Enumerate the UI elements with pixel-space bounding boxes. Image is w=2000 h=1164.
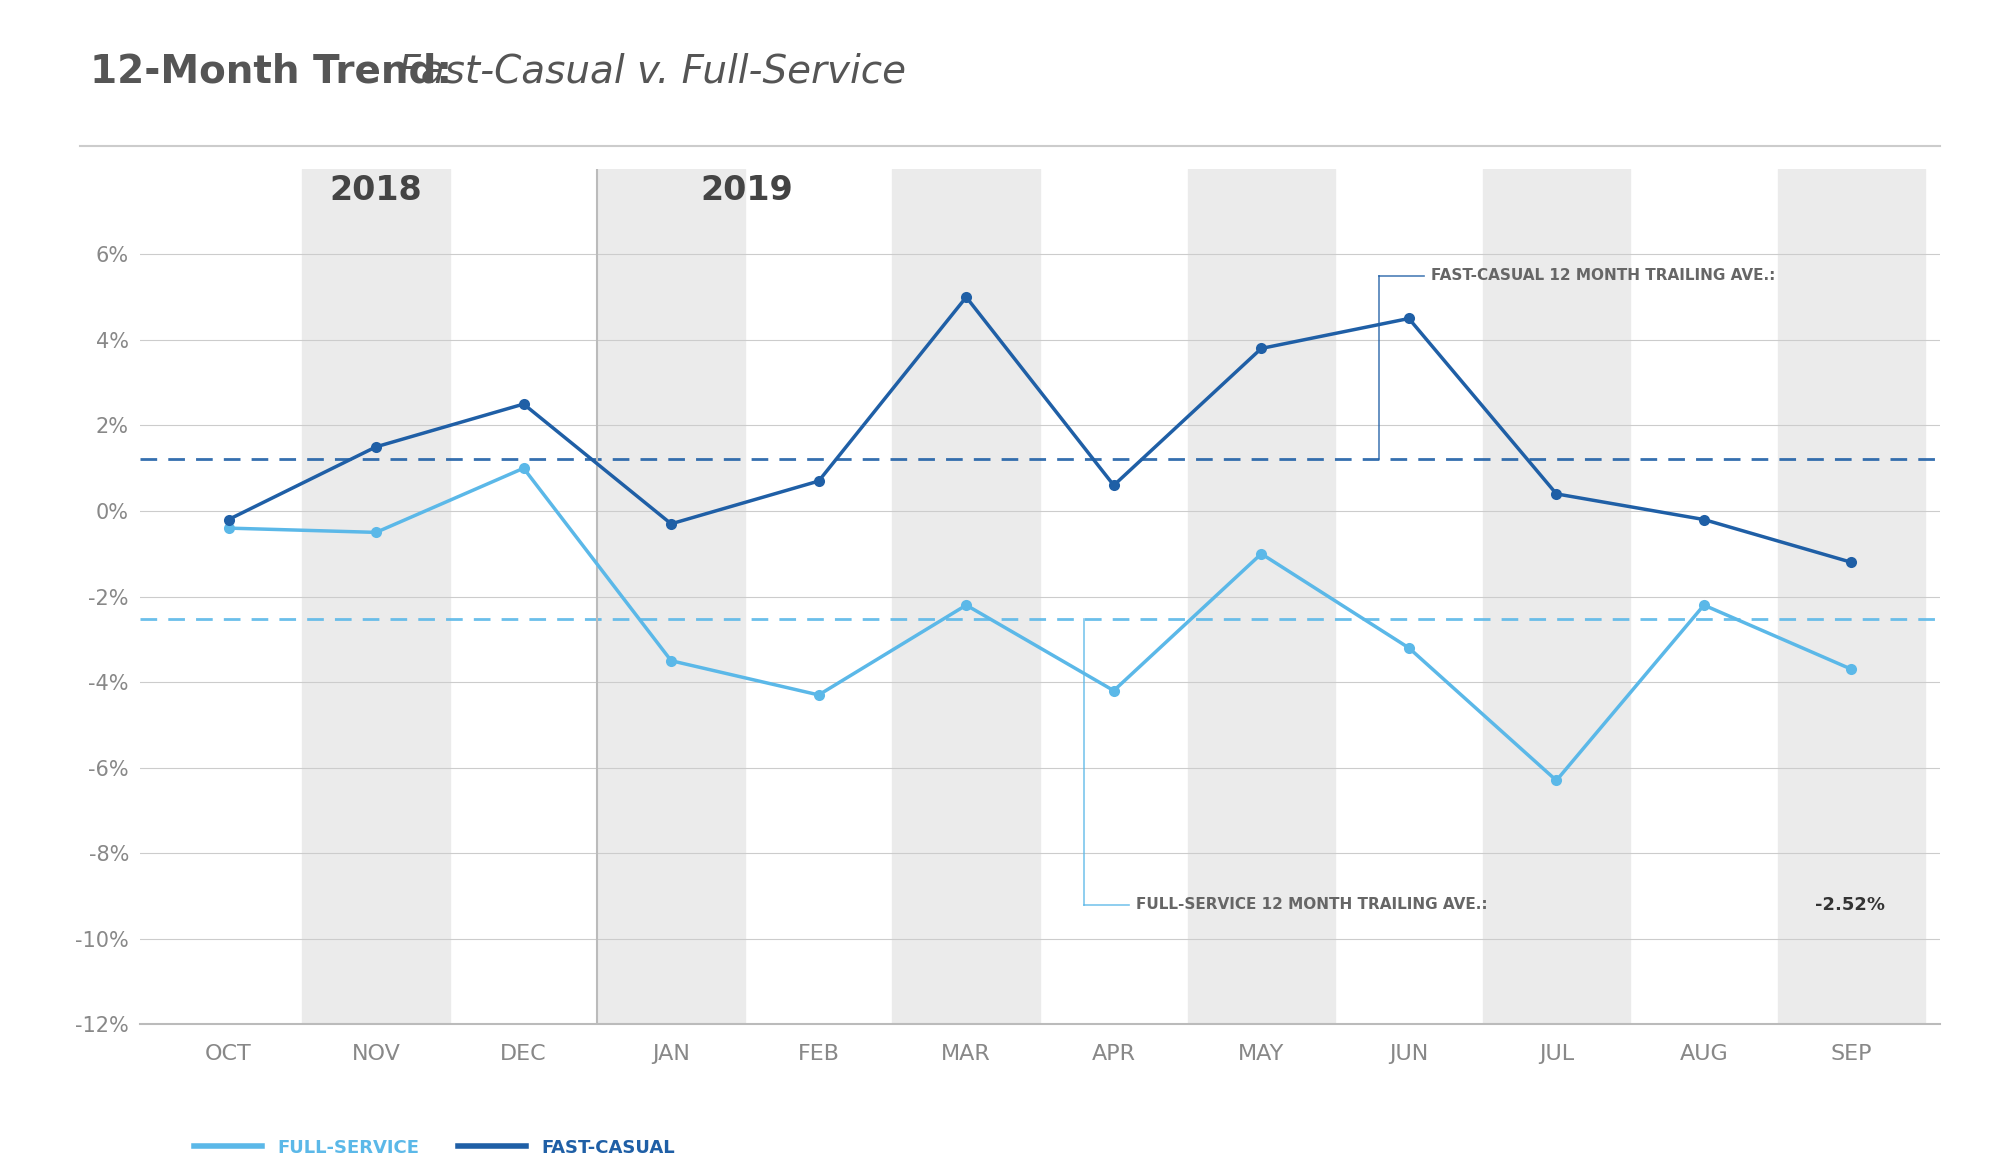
Text: Fast-Casual v. Full-Service: Fast-Casual v. Full-Service	[386, 52, 906, 91]
Text: 2019: 2019	[700, 173, 794, 207]
Bar	[598, 169, 744, 1024]
Text: FAST-CASUAL 12 MONTH TRAILING AVE.:: FAST-CASUAL 12 MONTH TRAILING AVE.:	[1430, 268, 1780, 283]
Legend: FULL-SERVICE, FAST-CASUAL: FULL-SERVICE, FAST-CASUAL	[186, 1130, 684, 1164]
Text: 12-Month Trend:: 12-Month Trend:	[90, 52, 452, 91]
Text: -2.52%: -2.52%	[1814, 895, 1884, 914]
Bar	[892, 169, 1040, 1024]
Bar	[1482, 169, 1630, 1024]
Bar	[1778, 169, 1926, 1024]
Bar	[302, 169, 450, 1024]
Text: FULL-SERVICE 12 MONTH TRAILING AVE.:: FULL-SERVICE 12 MONTH TRAILING AVE.:	[1136, 897, 1492, 913]
Bar	[1188, 169, 1336, 1024]
Text: 2018: 2018	[330, 173, 422, 207]
